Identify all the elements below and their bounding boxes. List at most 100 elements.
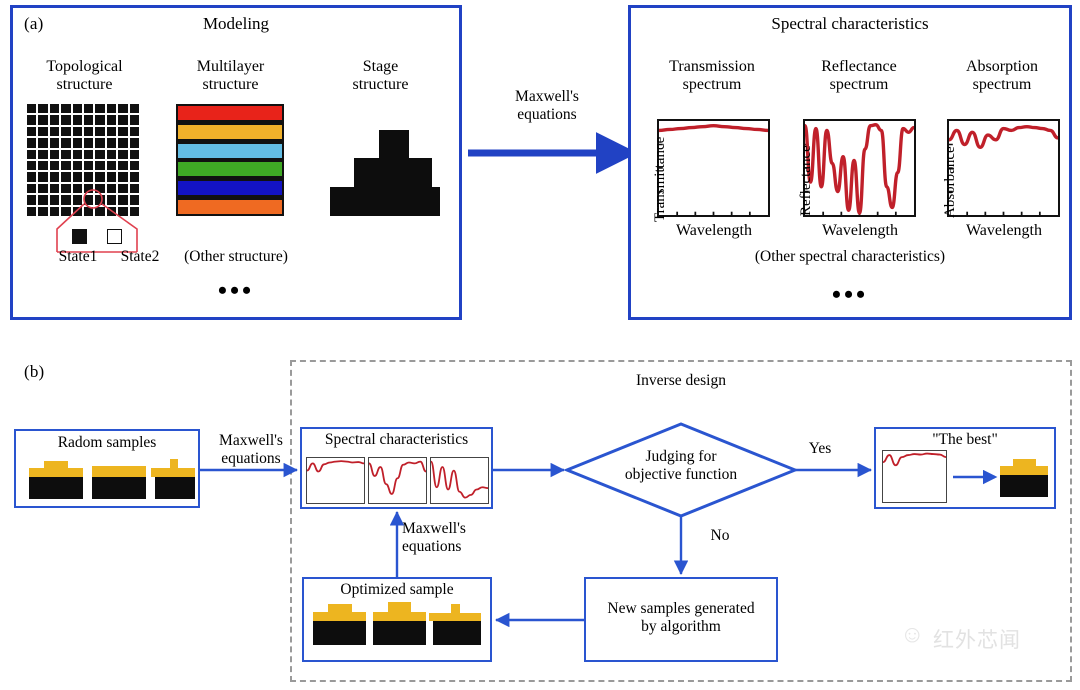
topological-cell <box>49 104 60 114</box>
maxwell-edge1-line2: equations <box>221 449 281 467</box>
topological-cell <box>49 126 60 137</box>
multilayer-layer <box>178 106 282 121</box>
maxwell-edge-label-2: Maxwell's equations <box>402 520 502 556</box>
topological-cell <box>38 115 48 125</box>
wechat-icon: ☺ <box>900 622 925 648</box>
topological-title-line1: Topological <box>46 58 123 75</box>
panel-a-label: (a) <box>24 14 44 33</box>
topological-cell <box>83 172 94 182</box>
topological-cell <box>95 104 105 114</box>
plot-title-transmission: Transmission spectrum <box>648 58 776 94</box>
topological-cell <box>61 195 71 205</box>
topological-structure-grid <box>27 104 139 216</box>
transmission-spectrum-plot <box>657 119 770 217</box>
maxwell-edge-label-1: Maxwell's equations <box>206 432 296 468</box>
topological-cell <box>83 206 94 216</box>
spectral-mini-plot-1 <box>306 457 365 504</box>
state2-label: State2 <box>120 248 160 265</box>
topological-cell <box>106 149 117 159</box>
the-best-title: "The best" <box>932 431 998 448</box>
column-title-stage: Stage structure <box>318 58 443 94</box>
topological-cell <box>27 115 37 125</box>
topological-cell <box>106 183 117 194</box>
topological-cell <box>27 183 37 194</box>
plot-title-absorption: Absorption spectrum <box>938 58 1066 94</box>
topological-cell <box>106 206 117 216</box>
topological-cell <box>83 126 94 137</box>
spectral-mini-plot-3 <box>430 457 489 504</box>
topological-cell <box>95 115 105 125</box>
new-samples-label: New samples generated by algorithm <box>584 600 778 637</box>
topological-cell <box>49 206 60 216</box>
topological-cell <box>95 183 105 194</box>
topological-cell <box>118 126 128 137</box>
other-structure-label: (Other structure) <box>184 248 288 265</box>
stage-title-line2: structure <box>352 75 409 93</box>
reflectance-title-line2: spectrum <box>829 75 889 93</box>
panel-spectral-title: Spectral characteristics <box>771 14 929 33</box>
reflectance-xlabel: Wavelength <box>821 222 898 239</box>
topological-cell <box>72 126 82 137</box>
topological-cell <box>49 115 60 125</box>
topological-cell <box>49 195 60 205</box>
topological-cell <box>129 138 139 148</box>
topological-cell <box>49 160 60 171</box>
topological-cell <box>95 126 105 137</box>
decision-line1: Judging for <box>645 448 717 465</box>
transmission-title-line1: Transmission <box>669 58 755 75</box>
other-spectral-label: (Other spectral characteristics) <box>754 248 946 265</box>
topological-cell <box>95 206 105 216</box>
new-samples-line1: New samples generated <box>607 600 755 617</box>
topological-cell <box>118 149 128 159</box>
topological-title-line2: structure <box>56 75 113 93</box>
absorption-title-line1: Absorption <box>966 58 1038 75</box>
random-samples-title: Radom samples <box>57 434 157 451</box>
topological-cell <box>129 183 139 194</box>
absorption-spectrum-plot <box>947 119 1060 217</box>
topological-cell <box>27 126 37 137</box>
topological-cell <box>27 104 37 114</box>
transmission-title-line2: spectrum <box>682 75 742 93</box>
plot-title-reflectance: Reflectance spectrum <box>795 58 923 94</box>
new-samples-line2: by algorithm <box>641 618 721 636</box>
maxwell-equations-arrow-label: Maxwell's equations <box>482 88 612 124</box>
topological-cell <box>38 149 48 159</box>
transmission-xlabel: Wavelength <box>675 222 752 239</box>
absorption-xlabel: Wavelength <box>965 222 1042 239</box>
topological-cell <box>129 195 139 205</box>
topological-cell <box>61 104 71 114</box>
topological-cell <box>118 172 128 182</box>
transmission-ylabel: Transmittance <box>652 136 668 222</box>
stage-title-line1: Stage <box>362 58 399 75</box>
topological-cell <box>49 183 60 194</box>
panel-a-title: Modeling <box>202 14 270 33</box>
multilayer-layer <box>178 143 282 158</box>
topological-cell <box>129 115 139 125</box>
topological-cell <box>106 104 117 114</box>
topological-cell <box>61 149 71 159</box>
column-title-multilayer: Multilayer structure <box>168 58 293 94</box>
topological-cell <box>38 126 48 137</box>
topological-cell <box>95 172 105 182</box>
new-samples-box <box>584 577 778 662</box>
multilayer-layer <box>178 181 282 196</box>
topological-cell <box>129 172 139 182</box>
topological-cell <box>129 126 139 137</box>
spectral-mini-plot-2 <box>368 457 427 504</box>
topological-cell <box>72 160 82 171</box>
watermark-text: 红外芯闻 <box>933 629 1021 652</box>
topological-cell <box>27 195 37 205</box>
topological-cell <box>83 115 94 125</box>
topological-cell <box>38 195 48 205</box>
topological-cell <box>106 138 117 148</box>
topological-cell <box>27 172 37 182</box>
topological-cell <box>38 183 48 194</box>
absorption-ylabel: Absorbance <box>942 146 958 218</box>
topological-cell <box>61 126 71 137</box>
topological-cell <box>95 149 105 159</box>
topological-cell <box>72 138 82 148</box>
no-branch-label: No <box>710 527 730 544</box>
state1-label: State1 <box>58 248 98 265</box>
topological-cell <box>27 160 37 171</box>
